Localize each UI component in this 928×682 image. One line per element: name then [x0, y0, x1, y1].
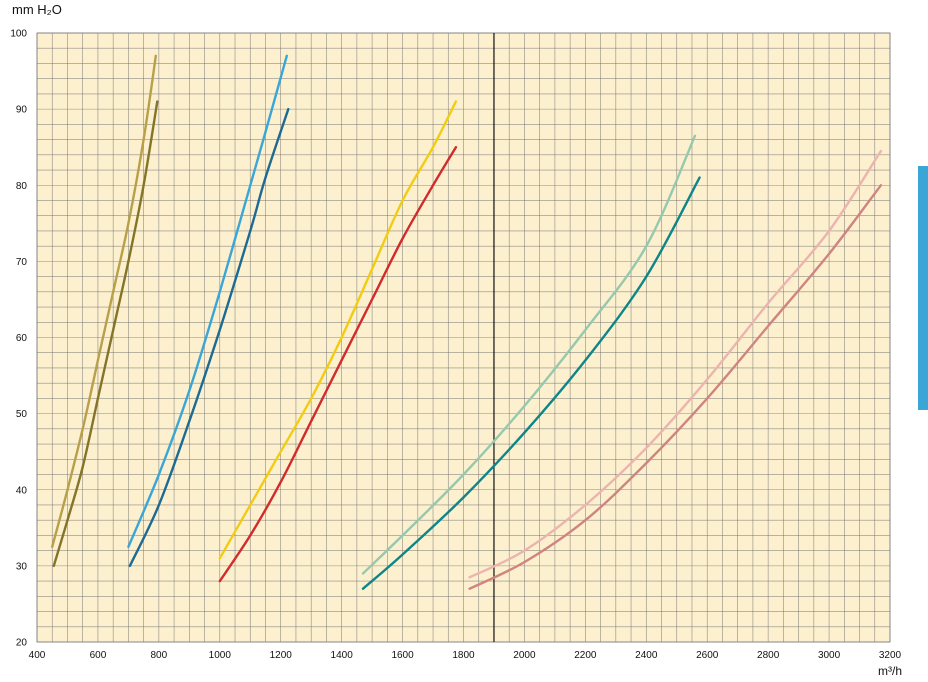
x-tick-label: 1600: [391, 650, 414, 661]
y-tick-label: 20: [16, 638, 28, 649]
x-tick-label: 3000: [818, 650, 841, 661]
series-line-5: [218, 100, 458, 560]
tick-labels: 400 600 800 1000 1200 1400 1600 1800 2000 2200 240…: [10, 29, 901, 662]
series-line-10: [468, 184, 883, 590]
x-tick-label: 2600: [696, 650, 719, 661]
series-line-9: [468, 149, 883, 579]
x-tick-label: 2000: [513, 650, 536, 661]
x-tick-label: 1200: [270, 650, 293, 661]
y-tick-label: 70: [16, 257, 28, 268]
series-line-2: [52, 100, 159, 568]
y-tick-label: 40: [16, 485, 28, 496]
x-tick-label: 400: [29, 650, 46, 661]
plot-border: [36, 32, 891, 643]
x-tick-label: 2400: [635, 650, 658, 661]
x-tick-label: 3200: [879, 650, 902, 661]
series-line-6: [218, 146, 458, 583]
x-tick-label: 1400: [331, 650, 354, 661]
x-tick-label: 600: [90, 650, 107, 661]
series-line-3: [127, 54, 288, 548]
y-tick-label: 30: [16, 561, 28, 572]
series-line-7: [361, 134, 697, 575]
x-tick-label: 1800: [452, 650, 475, 661]
x-tick-label: 1000: [209, 650, 232, 661]
side-tab: [918, 166, 928, 410]
x-axis-label: m³/h: [878, 664, 902, 678]
series-group: [51, 54, 883, 590]
series-line-4: [128, 107, 290, 568]
y-tick-label: 90: [16, 105, 28, 116]
y-tick-label: 80: [16, 181, 28, 192]
y-axis-label: mm H₂O: [12, 2, 62, 17]
grid: [36, 32, 891, 643]
y-tick-label: 100: [10, 29, 27, 40]
series-line-1: [51, 54, 157, 548]
x-tick-label: 2200: [574, 650, 597, 661]
y-tick-label: 60: [16, 333, 28, 344]
x-tick-label: 800: [151, 650, 168, 661]
x-tick-label: 2800: [757, 650, 780, 661]
y-tick-label: 50: [16, 409, 28, 420]
series-line-8: [361, 176, 701, 590]
